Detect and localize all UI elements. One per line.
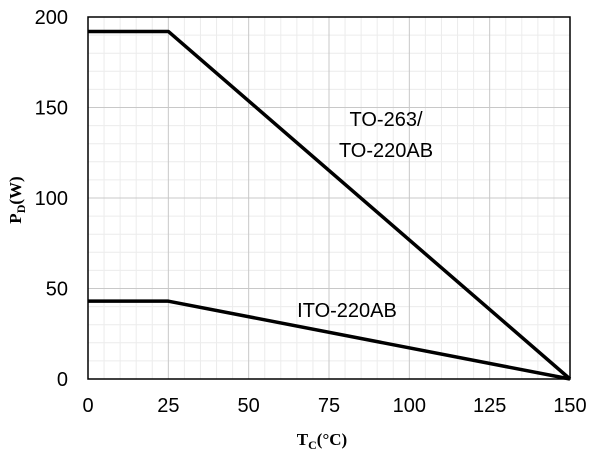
x-tick-label: 50 — [238, 395, 260, 417]
series-line-1 — [88, 29, 572, 381]
y-tick-label: 50 — [46, 279, 68, 301]
y-tick-label: 150 — [35, 98, 68, 120]
series-label-2: ITO-220AB — [297, 300, 397, 322]
x-tick-label: 150 — [553, 395, 586, 417]
series-label-line: ITO-220AB — [297, 300, 397, 322]
x-tick-label: 100 — [393, 395, 426, 417]
series-label-1: TO-263/TO-220AB — [339, 109, 433, 162]
x-tick-label: 0 — [82, 395, 93, 417]
series-group — [88, 29, 572, 381]
major-grid — [88, 17, 570, 379]
series-line-2 — [88, 299, 571, 381]
series-labels: TO-263/TO-220AB ITO-220AB — [297, 109, 433, 322]
y-axis-label: PD(W) — [6, 176, 28, 223]
plot-frame — [87, 16, 571, 380]
series-label-line: TO-263/ — [350, 109, 423, 131]
x-tick-label: 75 — [318, 395, 340, 417]
y-tick-label: 200 — [35, 7, 68, 29]
x-tick-label: 125 — [473, 395, 506, 417]
y-tick-labels: 0 50 100 150 200 — [35, 7, 68, 391]
x-axis-label: TC(°C) — [297, 430, 347, 452]
y-tick-label: 100 — [35, 188, 68, 210]
x-tick-label: 25 — [157, 395, 179, 417]
series-label-line: TO-220AB — [339, 140, 433, 162]
x-tick-labels: 0 25 50 75 100 125 150 — [82, 395, 586, 417]
y-tick-label: 0 — [57, 369, 68, 391]
